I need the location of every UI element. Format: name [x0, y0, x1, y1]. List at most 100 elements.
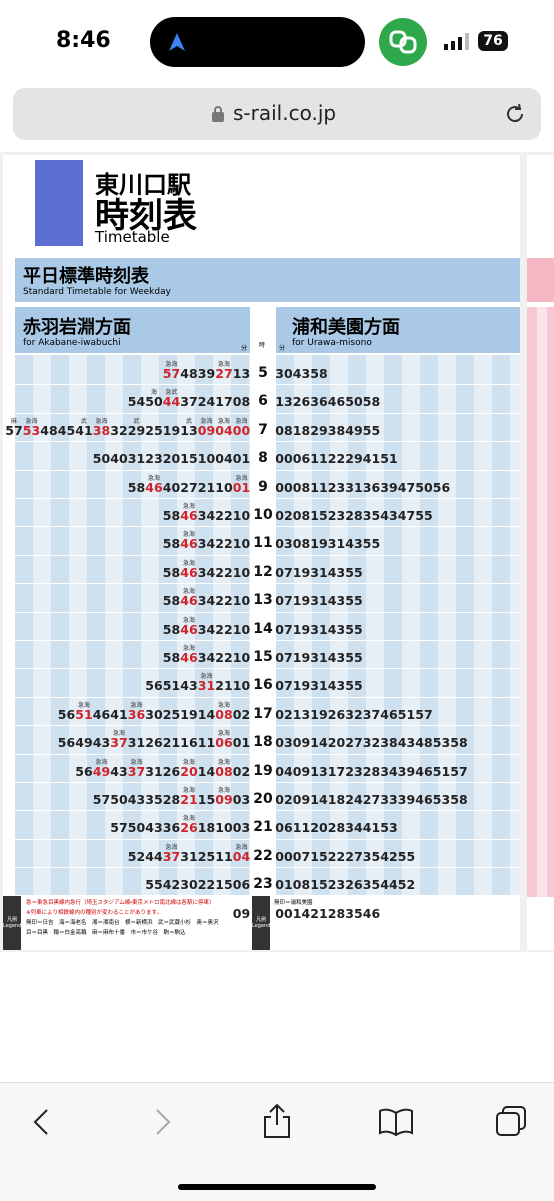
minute: 29 [345, 451, 363, 467]
row-line [15, 384, 520, 386]
minute: 06 [275, 820, 293, 836]
minute: 07 [275, 650, 293, 665]
minute: 23 [327, 877, 346, 893]
back-button[interactable] [30, 1107, 54, 1137]
forward-button[interactable] [150, 1107, 174, 1137]
logo-block [35, 160, 83, 246]
share-button[interactable] [262, 1103, 292, 1139]
minute: 13 [292, 706, 311, 722]
row-line [15, 782, 520, 783]
minute: 22 [215, 564, 233, 580]
train-note: 急海 [95, 758, 108, 766]
minute: 46 [180, 593, 198, 609]
minute: 09 [292, 792, 311, 807]
minute: 08 [275, 422, 293, 438]
minute: 02 [275, 508, 293, 523]
legend-label: 凡例 [255, 917, 266, 923]
minute: 25 [197, 848, 216, 864]
url-bar[interactable]: s-rail.co.jp [13, 88, 541, 140]
minute: 30 [145, 706, 163, 722]
next-band [527, 258, 554, 302]
bookmarks-button[interactable] [378, 1107, 414, 1137]
minute: 38 [327, 422, 346, 438]
minute: 49 [345, 422, 363, 438]
minute: 50 [92, 451, 111, 467]
minute: 26 [180, 820, 198, 836]
minute: 31 [180, 848, 198, 864]
minute: 21 [180, 792, 198, 807]
minute: 15 [197, 792, 216, 807]
minute: 38 [380, 735, 398, 751]
row-line [15, 498, 520, 499]
minute: 51 [397, 706, 416, 722]
train-note: 海 [150, 389, 157, 397]
legend-label-en: Legend [252, 923, 271, 929]
minute: 35 [362, 508, 381, 523]
minute: 55 [345, 564, 363, 580]
legend-label-en: Legend [3, 923, 22, 929]
page-title: 時刻表 [95, 196, 197, 236]
minute: 43 [145, 820, 163, 836]
minute: 43 [345, 536, 363, 552]
minute: 39 [197, 366, 216, 381]
minute: 03 [275, 735, 293, 751]
minute: 00 [275, 905, 293, 921]
minute: 31 [145, 763, 163, 779]
minute: 56 [432, 479, 451, 495]
minute: 19 [162, 422, 181, 438]
row-line [15, 838, 520, 840]
train-note: 急海 [182, 815, 195, 823]
hour: 21 [253, 819, 273, 836]
minute: 02 [232, 706, 251, 722]
minute: 02 [275, 706, 293, 722]
train-note: 急海 [182, 787, 195, 794]
minute: 46 [362, 905, 381, 921]
minute: 17 [215, 394, 233, 410]
minute: 36 [362, 479, 381, 495]
minute: 04 [215, 422, 233, 438]
row-line [15, 412, 520, 414]
minute: 29 [310, 422, 328, 438]
minute: 31 [310, 678, 328, 694]
minute: 10 [215, 820, 233, 836]
minute: 44 [145, 848, 163, 864]
minute: 38 [92, 422, 111, 438]
minute: 28 [327, 905, 346, 921]
minute: 51 [162, 678, 181, 694]
minute: 10 [232, 678, 251, 694]
minute: 22 [327, 848, 346, 864]
minute: 28 [362, 763, 381, 779]
section-subtitle: Standard Timetable for Weekday [23, 287, 171, 297]
minute: 46 [92, 706, 111, 722]
train-note: 急海 [182, 531, 195, 539]
minute: 26 [162, 763, 181, 779]
minute: 27 [215, 366, 233, 381]
minute: 37 [127, 763, 146, 779]
minute: 36 [127, 706, 146, 722]
legend-line: ※列車により相鉄線内の種別が変わることがあります。 [26, 910, 162, 916]
minute: 26 [327, 706, 346, 722]
row-line [15, 611, 520, 613]
hour: 14 [253, 620, 273, 637]
train-note: 急海 [112, 730, 125, 738]
minute: 55 [345, 593, 363, 609]
direction-right: 浦和美園方面 for Urawa-misono 分 [276, 307, 520, 353]
minute: 57 [450, 763, 468, 779]
minute: 49 [92, 763, 111, 779]
minute: 57 [162, 366, 181, 381]
minute: 35 [145, 792, 163, 807]
minute: 56 [57, 706, 76, 722]
minute: 50 [145, 394, 163, 410]
reload-icon[interactable] [503, 102, 527, 126]
legend-tag: 凡例 Legend [3, 896, 21, 950]
train-note: 急海 [182, 588, 195, 596]
minute: 31 [197, 678, 216, 694]
minute: 34 [197, 564, 216, 580]
minute: 31 [345, 479, 363, 495]
tabs-button[interactable] [495, 1105, 529, 1139]
minute: 20 [162, 451, 181, 467]
hour: 7 [258, 421, 268, 438]
minute: 43 [327, 593, 346, 609]
minute: 28 [345, 508, 363, 523]
